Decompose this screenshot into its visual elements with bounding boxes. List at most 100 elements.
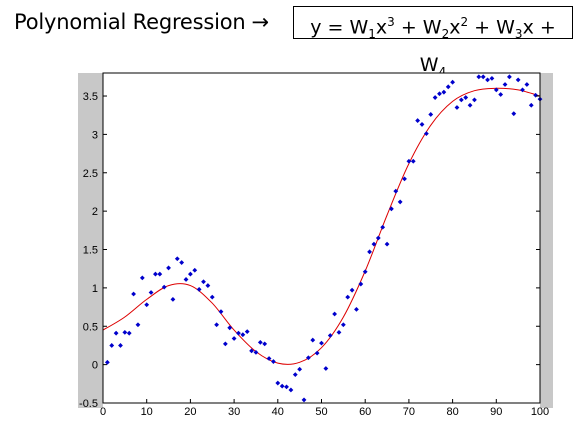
data-point bbox=[397, 199, 403, 205]
data-point bbox=[371, 241, 377, 247]
data-point bbox=[118, 343, 123, 348]
data-point bbox=[135, 322, 141, 328]
data-point bbox=[454, 105, 460, 110]
data-point bbox=[428, 112, 434, 117]
x-tick-label: 90 bbox=[490, 406, 502, 418]
y-tick-label: 3 bbox=[92, 129, 98, 141]
data-point bbox=[192, 267, 198, 273]
data-point bbox=[170, 296, 176, 302]
data-point bbox=[266, 356, 272, 361]
data-point bbox=[183, 277, 189, 282]
data-point bbox=[354, 306, 359, 312]
x-tick-label: 30 bbox=[228, 406, 240, 418]
y-tick-label: -0.5 bbox=[79, 398, 98, 410]
x-tick-label: 70 bbox=[403, 406, 415, 418]
data-point bbox=[249, 348, 254, 354]
data-point bbox=[104, 359, 110, 365]
data-point bbox=[498, 92, 504, 97]
data-point bbox=[515, 77, 521, 83]
data-point bbox=[507, 74, 512, 80]
data-point bbox=[415, 118, 421, 123]
data-point bbox=[236, 330, 241, 336]
data-point bbox=[445, 84, 451, 90]
x-tick-label: 50 bbox=[315, 406, 327, 418]
data-point bbox=[375, 235, 381, 241]
data-point bbox=[253, 349, 259, 355]
data-point bbox=[157, 271, 163, 277]
data-point bbox=[419, 122, 425, 127]
data-point bbox=[288, 387, 294, 393]
formula-w4-subscript: 4 bbox=[438, 64, 447, 79]
formula-y: y bbox=[310, 16, 322, 39]
data-point bbox=[406, 158, 412, 164]
data-point bbox=[423, 131, 429, 137]
data-point bbox=[476, 74, 482, 80]
data-point bbox=[524, 82, 530, 87]
data-point bbox=[336, 329, 342, 335]
data-point bbox=[275, 380, 281, 386]
heading-title: Polynomial Regression bbox=[14, 10, 246, 34]
formula-w2-subscript: 2 bbox=[441, 27, 450, 42]
data-point bbox=[188, 271, 193, 277]
data-point bbox=[148, 290, 154, 295]
data-point bbox=[301, 397, 307, 403]
formula-x-cubed: x bbox=[375, 16, 388, 39]
data-point bbox=[349, 287, 355, 293]
formula-w4: W bbox=[419, 54, 439, 77]
data-point bbox=[174, 256, 180, 262]
data-point bbox=[214, 322, 220, 328]
data-point bbox=[131, 291, 136, 297]
formula-x-linear: x bbox=[522, 16, 534, 39]
data-point bbox=[367, 249, 372, 255]
chart-heading: Polynomial Regression → bbox=[14, 10, 269, 34]
data-point bbox=[201, 279, 206, 285]
data-point bbox=[389, 206, 394, 212]
data-point bbox=[441, 89, 447, 95]
data-point bbox=[345, 294, 351, 300]
data-point bbox=[384, 241, 390, 247]
formula-w1: W bbox=[349, 16, 369, 39]
data-point bbox=[113, 330, 119, 336]
data-point bbox=[227, 325, 233, 331]
data-point bbox=[284, 384, 289, 390]
x-tick-label: 100 bbox=[531, 406, 549, 418]
data-point bbox=[319, 340, 324, 346]
data-point bbox=[161, 284, 167, 290]
x-tick-label: 80 bbox=[446, 406, 458, 418]
data-point bbox=[122, 329, 128, 335]
data-point bbox=[262, 341, 268, 347]
data-point bbox=[528, 102, 534, 108]
data-point bbox=[432, 95, 438, 100]
data-point bbox=[502, 82, 508, 87]
data-point bbox=[153, 271, 158, 277]
y-tick-label: 2 bbox=[92, 206, 98, 218]
formula-plus-2: + bbox=[468, 16, 497, 39]
x-tick-label: 20 bbox=[184, 406, 196, 418]
y-tick-label: 3.5 bbox=[83, 91, 98, 103]
data-point bbox=[472, 97, 477, 103]
data-point bbox=[323, 366, 329, 371]
data-point bbox=[380, 224, 386, 230]
data-point bbox=[271, 359, 276, 364]
formula-plus-3: + bbox=[533, 16, 556, 39]
formula-w2: W bbox=[422, 16, 442, 39]
formula-w3: W bbox=[496, 16, 515, 39]
data-point bbox=[244, 329, 250, 335]
formula-box: y = W1x3 + W2x2 + W3x + W4 bbox=[293, 6, 573, 79]
data-point bbox=[196, 287, 202, 292]
formula-equals: = bbox=[321, 16, 350, 39]
data-point bbox=[463, 95, 469, 100]
right-side-band bbox=[540, 73, 553, 408]
data-point bbox=[485, 77, 490, 83]
right-arrow-icon: → bbox=[251, 10, 270, 34]
y-tick-label: 1.5 bbox=[83, 245, 98, 257]
formula-w1-subscript: 1 bbox=[368, 27, 376, 42]
data-point bbox=[410, 158, 416, 164]
formula-power-2: 2 bbox=[460, 15, 469, 29]
data-point bbox=[218, 309, 224, 315]
data-point bbox=[205, 283, 211, 288]
formula-plus-1: + bbox=[394, 16, 423, 39]
data-point bbox=[450, 79, 455, 85]
data-point bbox=[489, 75, 495, 81]
data-point bbox=[340, 322, 346, 328]
